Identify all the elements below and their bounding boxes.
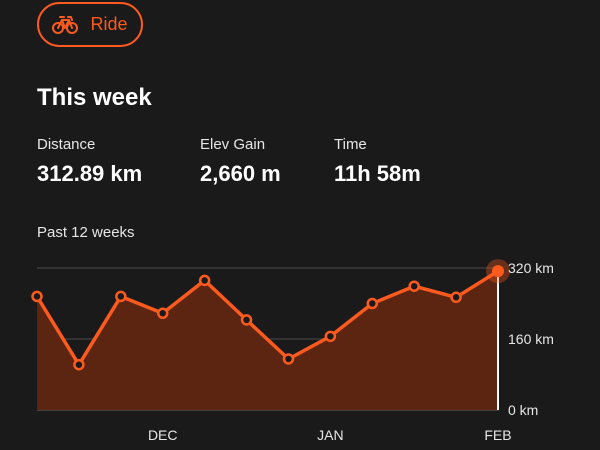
chart-point[interactable] <box>198 274 211 287</box>
chart-point[interactable] <box>324 330 337 343</box>
stat-value: 312.89 km <box>37 161 143 186</box>
stat-label: Elev Gain <box>200 136 266 153</box>
stat-time: Time 11h 58m <box>334 136 421 187</box>
chart-series-line <box>35 269 499 367</box>
chart-point[interactable] <box>450 291 462 304</box>
chart-point[interactable] <box>408 280 420 292</box>
ride-filter-label: Ride <box>90 14 128 34</box>
x-tick-label: JAN <box>317 427 343 443</box>
stat-distance: Distance 312.89 km <box>37 136 142 187</box>
chart-point[interactable] <box>240 314 253 326</box>
chart-point[interactable] <box>156 307 169 320</box>
y-tick-label: 320 km <box>508 260 554 276</box>
y-tick-label: 0 km <box>508 402 538 418</box>
stat-label: Distance <box>37 136 96 153</box>
chart-point-highlighted[interactable] <box>492 265 504 278</box>
stat-value: 2,660 m <box>200 161 281 186</box>
chart-point[interactable] <box>73 358 85 371</box>
stat-value: 11h 58m <box>334 161 421 186</box>
ride-filter-chip[interactable]: Ride <box>37 2 143 47</box>
y-tick-label: 160 km <box>508 331 554 347</box>
stat-label: Time <box>334 136 367 153</box>
chart-title: Past 12 weeks <box>37 224 135 241</box>
chart-point[interactable] <box>31 290 43 303</box>
stat-elevation-gain: Elev Gain 2,660 m <box>200 136 281 187</box>
bicycle-icon <box>52 15 79 35</box>
chart-point[interactable] <box>366 297 379 310</box>
weekly-distance-chart[interactable]: 320 km 160 km 0 km DEC JAN FEB <box>0 250 600 450</box>
x-tick-label: FEB <box>484 427 511 443</box>
chart-point[interactable] <box>282 353 295 365</box>
chart-point[interactable] <box>115 290 127 303</box>
week-title: This week <box>37 84 152 111</box>
x-tick-label: DEC <box>148 427 178 443</box>
